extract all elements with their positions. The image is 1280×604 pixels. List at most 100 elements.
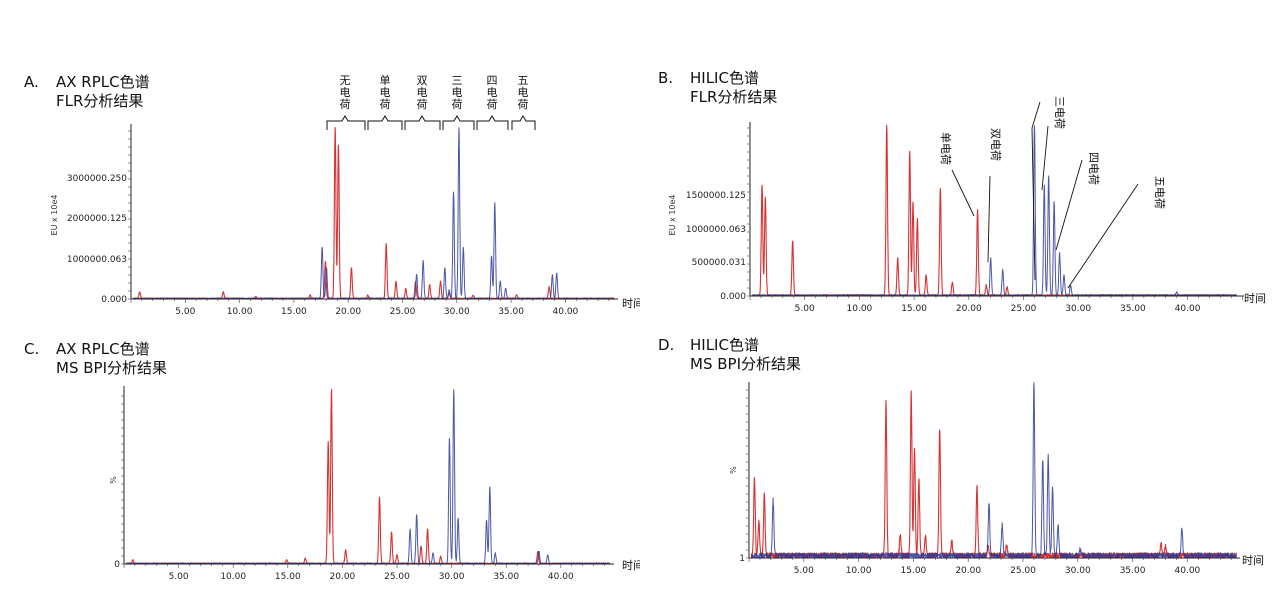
panel-b-annotation-5: 五电荷 xyxy=(1153,176,1166,209)
panel-c-x-tick-label: 25.00 xyxy=(384,572,410,582)
panel-a-bracket xyxy=(367,115,403,130)
panel-a-annotation-1-char: 荷 xyxy=(340,98,351,111)
panel-c-x-tick-label: 15.00 xyxy=(275,572,301,582)
panel-a-x-tick-label: 20.00 xyxy=(335,307,361,317)
panel-a-y-tick-label: 2000000.125 xyxy=(67,214,127,224)
panel-a-annotation-3: 双电荷 xyxy=(417,74,428,111)
panel-a-annotation-1: 无电荷 xyxy=(340,74,351,111)
panel-a-x-unit-label: 时间 xyxy=(622,297,640,310)
panel-a-annotation-5-char: 电 xyxy=(487,86,498,99)
panel-a-series-blue-line xyxy=(132,127,615,300)
panel-a-x-tick-label: 30.00 xyxy=(444,307,470,317)
panel-b-y-axis-label: EU x 10e4 xyxy=(668,195,677,236)
panel-b-label: B. HILIC色谱 FLR分析结果 xyxy=(658,69,858,109)
panel-c-y-tick-label: 0 xyxy=(114,560,120,570)
panel-b-leader-line xyxy=(951,169,975,217)
panel-a-y-tick-label: 3000000.250 xyxy=(67,174,127,184)
panel-b-annotation-4: 四电荷 xyxy=(1087,152,1100,185)
panel-a-x-tick-label: 25.00 xyxy=(390,307,416,317)
panel-b-x-unit-label: 时间 xyxy=(1244,292,1266,305)
panel-c-x-tick-label: 5.00 xyxy=(169,572,189,582)
panel-a-letter: A. xyxy=(24,73,39,91)
panel-a-title-line2: FLR分析结果 xyxy=(56,92,144,110)
panel-a-annotation-2: 单电荷 xyxy=(380,74,391,111)
panel-a-series-red-line xyxy=(132,127,615,300)
chart-d: 5.00 10.00 15.00 20.00 25.00 30.00 35.00 40.00 1… xyxy=(729,382,1264,576)
panel-a-y-axis-label: EU x 10e4 xyxy=(50,195,59,236)
panel-d-x-tick-label: 25.00 xyxy=(1010,566,1036,576)
panel-d-series-red-line xyxy=(750,390,1237,559)
panel-a-annotation-4-char: 荷 xyxy=(452,98,463,111)
chart-a: 5.00 10.00 15.00 20.00 25.00 30.00 35.00 40.00 0… xyxy=(50,74,640,317)
panel-a-annotation-5-char: 荷 xyxy=(487,98,498,111)
panel-a-bracket xyxy=(511,115,536,130)
panel-b-annotation-3: 三电荷 xyxy=(1053,96,1066,129)
panel-b-x-tick-label: 40.00 xyxy=(1175,304,1201,314)
panel-a-annotation-4-char: 电 xyxy=(452,86,463,99)
panel-d-series-blue-line xyxy=(750,382,1237,559)
panel-d-y-tick-label: 1 xyxy=(739,554,745,564)
panel-a-annotation-4: 三电荷 xyxy=(452,74,463,111)
panel-b-x-tick-label: 20.00 xyxy=(956,304,982,314)
panel-a-x-tick-label: 15.00 xyxy=(281,307,307,317)
panel-d-x-tick-label: 30.00 xyxy=(1065,566,1091,576)
panel-c-series-red-line xyxy=(125,388,611,565)
panel-b-x-tick-label: 35.00 xyxy=(1120,304,1146,314)
panel-d-title-line1: HILIC色谱 xyxy=(690,336,759,354)
panel-d-x-tick-label: 20.00 xyxy=(955,566,981,576)
panel-c-x-unit-label: 时间 xyxy=(622,559,640,572)
panel-d-y-axis-label: % xyxy=(729,466,738,474)
panel-d-x-unit-label: 时间 xyxy=(1242,554,1264,567)
panel-d-x-tick-label: 35.00 xyxy=(1120,566,1146,576)
panel-b-x-tick-label: 5.00 xyxy=(795,304,815,314)
panel-d-title-line2: MS BPI分析结果 xyxy=(690,355,801,373)
panel-d-x-tick-label: 40.00 xyxy=(1175,566,1201,576)
panel-c-y-axis-label: % xyxy=(109,476,118,484)
panel-c-series-blue-line xyxy=(125,389,610,565)
panel-d-x-tick-label: 15.00 xyxy=(901,566,927,576)
panel-a-annotation-3-char: 荷 xyxy=(417,98,428,111)
chart-c: 5.00 10.00 15.00 20.00 25.00 30.00 35.00 40.00 0… xyxy=(109,386,640,582)
panel-b-leader-line xyxy=(1041,125,1049,191)
panel-b-x-tick-label: 15.00 xyxy=(901,304,927,314)
panel-d-letter: D. xyxy=(658,336,675,354)
panel-c-title-line2: MS BPI分析结果 xyxy=(56,359,167,377)
panel-a-x-tick-label: 35.00 xyxy=(498,307,524,317)
panel-b-leader-line xyxy=(1055,159,1083,251)
panel-a-annotation-2-char: 荷 xyxy=(380,98,391,111)
panel-c-x-tick-label: 10.00 xyxy=(220,572,246,582)
panel-b-leader-line xyxy=(1031,101,1041,129)
panel-b-y-tick-label: 1500000.125 xyxy=(686,191,746,201)
panel-b-x-tick-label: 10.00 xyxy=(847,304,873,314)
panel-a-annotation-6: 五电荷 xyxy=(518,74,529,111)
panel-a-annotation-3-char: 双 xyxy=(417,74,428,87)
panel-b-leader-line xyxy=(1031,127,1036,281)
panel-b-y-tick-label: 500000.031 xyxy=(692,258,746,268)
panel-b-letter: B. xyxy=(658,69,674,87)
panel-d-x-tick-label: 5.00 xyxy=(794,566,814,576)
panel-a-annotation-1-char: 无 xyxy=(340,74,351,87)
panel-c-label: C. AX RPLC色谱 MS BPI分析结果 xyxy=(24,340,224,380)
panel-b-annotation-1: 单电荷 xyxy=(939,132,952,165)
panel-b-leader-line xyxy=(1067,183,1139,289)
panel-c-title-line1: AX RPLC色谱 xyxy=(56,340,150,358)
panel-a-x-tick-label: 40.00 xyxy=(553,307,579,317)
panel-a-annotation-4-char: 三 xyxy=(452,74,463,87)
panel-a-bracket xyxy=(404,115,441,130)
panel-a-bracket xyxy=(476,115,509,130)
panel-a-annotation-5-char: 四 xyxy=(487,74,498,87)
panel-a-annotation-5: 四电荷 xyxy=(487,74,498,111)
panel-c-x-tick-label: 35.00 xyxy=(493,572,519,582)
panel-a-annotation-1-char: 电 xyxy=(340,86,351,99)
panel-b-x-tick-label: 25.00 xyxy=(1011,304,1037,314)
panel-a-annotation-6-char: 荷 xyxy=(518,98,529,111)
panel-b-x-tick-label: 30.00 xyxy=(1065,304,1091,314)
panel-a-annotation-6-char: 五 xyxy=(518,74,529,87)
panel-a-annotation-3-char: 电 xyxy=(417,86,428,99)
panel-a-bracket xyxy=(326,115,366,130)
panel-a-annotation-2-char: 单 xyxy=(380,74,391,87)
panel-a-title-line1: AX RPLC色谱 xyxy=(56,73,150,91)
panel-c-x-tick-label: 20.00 xyxy=(330,572,356,582)
panel-a-x-tick-label: 5.00 xyxy=(175,307,195,317)
panel-a-annotation-2-char: 电 xyxy=(380,86,391,99)
